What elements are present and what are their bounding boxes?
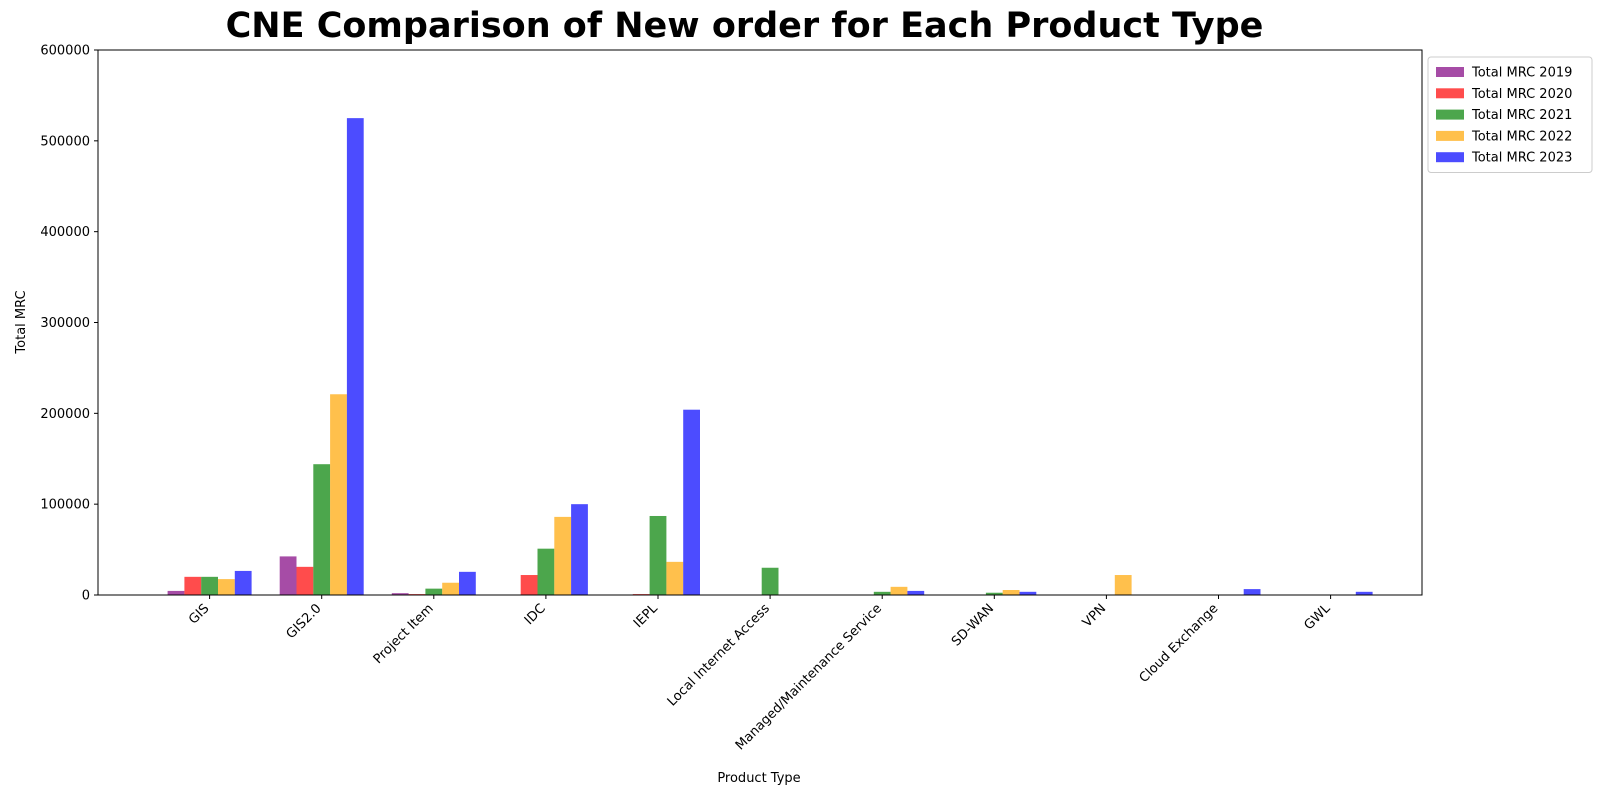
bar-total-mrc-2021-3 [537,548,555,595]
y-axis: 0 100000 200000 300000 400000 500000 600000 [40,44,98,604]
y-axis-label: Total MRC [14,290,29,354]
bar-total-mrc-2022-6 [890,586,908,595]
bar-total-mrc-2021-6 [873,591,891,595]
bar-total-mrc-2021-2 [425,588,443,595]
legend-swatch [1436,130,1464,141]
legend-label: Total MRC 2023 [1471,151,1572,166]
legend-swatch [1436,152,1464,163]
bar-total-mrc-2022-4 [666,561,684,595]
y-tick-label: 300000 [40,316,90,331]
bar-total-mrc-2023-3 [571,504,588,595]
x-tick-label: GIS [186,601,212,627]
x-tick-label: VPN [1080,601,1109,630]
legend: Total MRC 2019 Total MRC 2020 Total MRC 20… [1427,56,1593,173]
y-tick-label: 100000 [40,498,90,513]
legend-label: Total MRC 2019 [1471,66,1572,81]
legend-label: Total MRC 2021 [1471,108,1572,123]
bar-total-mrc-2021-4 [649,515,667,595]
bar-total-mrc-2023-7 [1019,591,1037,595]
x-tick-label: SD-WAN [949,601,997,649]
bar-total-mrc-2023-9 [1243,589,1261,595]
bar-total-mrc-2020-3 [520,575,538,595]
plot-frame [97,49,1423,596]
legend-swatch [1436,109,1464,120]
bar-total-mrc-2022-3 [554,516,572,595]
x-tick-label: Project Item [371,601,437,667]
bar-total-mrc-2022-7 [1002,590,1020,595]
bar-total-mrc-2019-0 [167,590,185,595]
legend-label: Total MRC 2020 [1471,87,1572,102]
y-tick-label: 200000 [40,407,90,422]
bar-total-mrc-2022-8 [1114,575,1132,595]
legend-box [1427,56,1593,173]
bar-total-mrc-2023-4 [683,409,700,595]
bar-total-mrc-2019-2 [391,593,409,595]
x-axis: GIS GIS2.0 Project Item IDC IEPL Local Intern… [186,595,1334,753]
chart-title: CNE Comparison of New order for Each Pro… [225,6,1264,46]
x-tick-label: Cloud Exchange [1137,601,1222,686]
bar-total-mrc-2023-1 [346,118,364,596]
bar-total-mrc-2022-2 [442,582,459,595]
bar-total-mrc-2021-0 [201,576,218,595]
bar-total-mrc-2020-0 [184,576,202,595]
y-tick-label: 400000 [40,225,90,240]
bar-total-mrc-2021-5 [761,567,779,595]
y-tick-label: 0 [82,589,90,604]
legend-swatch [1436,67,1464,77]
x-tick-label: GWL [1301,601,1333,633]
bar-total-mrc-2020-1 [296,566,314,595]
legend-swatch [1436,88,1464,99]
x-axis-label: Product Type [717,771,800,786]
bar-total-mrc-2023-6 [907,590,925,595]
bar-total-mrc-2023-10 [1355,591,1373,595]
x-tick-label: Local Internet Access [665,601,773,709]
bar-total-mrc-2019-1 [279,556,297,595]
y-tick-label: 500000 [40,134,90,149]
x-tick-label: IDC [522,601,549,628]
bar-total-mrc-2023-2 [459,571,476,595]
bar-total-mrc-2021-7 [985,592,1003,595]
bar-total-mrc-2023-0 [234,570,252,595]
bar-total-mrc-2021-1 [313,464,331,595]
x-tick-label: IEPL [631,601,661,631]
y-tick-label: 600000 [40,44,90,59]
legend-label: Total MRC 2022 [1471,129,1572,144]
bar-total-mrc-2022-0 [218,579,235,595]
bars-layer [167,118,1373,596]
x-tick-label: GIS2.0 [284,601,325,642]
bar-total-mrc-2022-1 [330,394,347,595]
